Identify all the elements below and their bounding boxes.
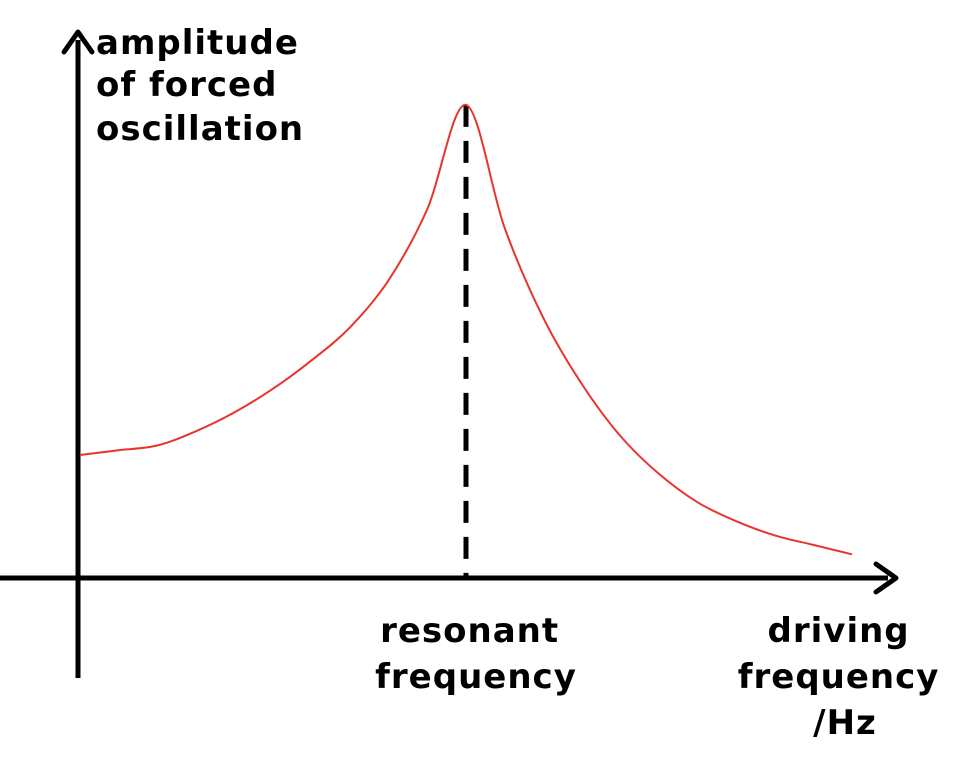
x-axis-label-line-3: /Hz (813, 703, 877, 743)
amplitude-curve (79, 103, 853, 556)
x-axis-label-line-1: driving (768, 611, 910, 651)
y-axis-label-line-1: amplitude (96, 23, 299, 63)
y-axis-label-line-3: oscillation (96, 109, 304, 149)
x-axis-label: driving frequency /Hz (738, 611, 953, 743)
resonant-frequency-label-line-2: frequency (375, 657, 577, 697)
x-axis-label-line-2: frequency (738, 657, 940, 697)
y-axis-label: amplitude of forced oscillation (96, 23, 312, 149)
resonant-frequency-label-line-1: resonant (380, 611, 559, 651)
y-axis-label-line-2: of forced (96, 65, 277, 105)
y-axis-arrowhead (61, 29, 95, 55)
x-axis-arrowhead (873, 561, 899, 595)
resonant-frequency-label: resonant frequency (375, 611, 577, 697)
